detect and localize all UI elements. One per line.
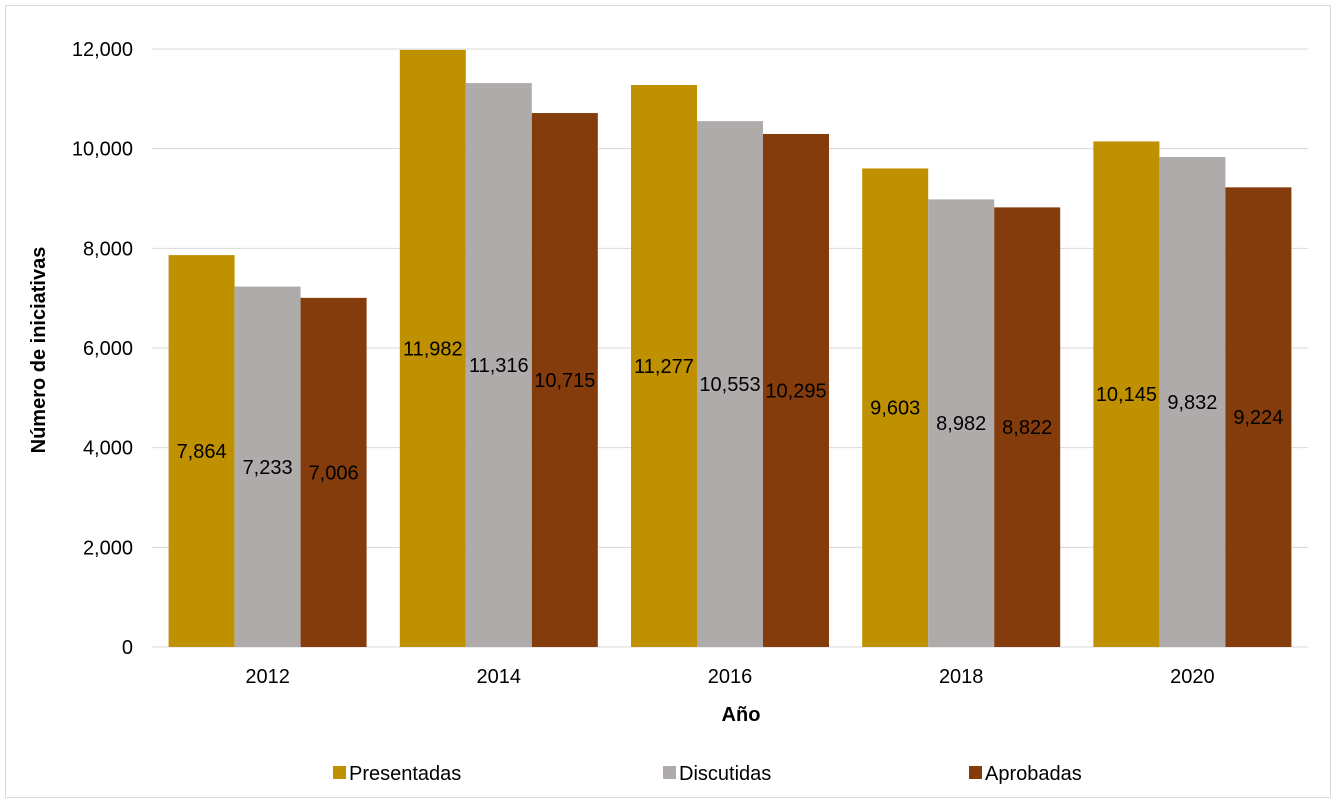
- data-label: 8,822: [1002, 417, 1052, 439]
- data-label: 10,553: [699, 374, 760, 396]
- y-axis-title: Número de iniciativas: [28, 247, 50, 454]
- y-tick-label: 10,000: [72, 139, 133, 161]
- data-label: 7,233: [243, 457, 293, 479]
- data-label: 11,277: [634, 356, 694, 378]
- x-tick-label: 2018: [939, 666, 984, 688]
- bar-presentadas-2016: [631, 85, 697, 648]
- x-tick-label: 2012: [245, 666, 290, 688]
- y-tick-label: 6,000: [83, 338, 133, 360]
- data-label: 7,006: [309, 462, 359, 484]
- bar-aprobadas-2018: [994, 207, 1061, 647]
- data-label: 10,295: [765, 380, 826, 402]
- data-label: 8,982: [936, 413, 986, 435]
- data-label: 9,832: [1167, 392, 1217, 414]
- data-label: 9,224: [1233, 407, 1283, 429]
- x-tick-label: 2016: [708, 666, 753, 688]
- legend-swatch-discutidas: [663, 766, 676, 779]
- bar-discutidas-2014: [465, 83, 532, 647]
- legend: Presentadas Discutidas Aprobadas: [333, 763, 1082, 785]
- data-label: 11,982: [403, 338, 463, 360]
- x-axis-tick-labels: 2012 2014 2016 2018 2020: [245, 666, 1214, 688]
- y-tick-label: 0: [122, 637, 133, 659]
- x-axis-title: Año: [722, 704, 761, 726]
- bar-discutidas-2018: [928, 199, 995, 647]
- bar-discutidas-2020: [1159, 157, 1226, 647]
- x-tick-label: 2020: [1170, 666, 1215, 688]
- bar-presentadas-2014: [399, 49, 466, 648]
- y-tick-label: 12,000: [72, 39, 133, 61]
- data-label: 10,145: [1096, 384, 1157, 406]
- bar-presentadas-2012: [168, 255, 235, 648]
- bar-presentadas-2018: [862, 168, 929, 647]
- bar-aprobadas-2014: [531, 113, 598, 648]
- bar-aprobadas-2020: [1225, 187, 1292, 647]
- bar-discutidas-2012: [234, 286, 301, 647]
- y-tick-label: 2,000: [83, 537, 133, 559]
- legend-swatch-presentadas: [333, 766, 346, 779]
- data-label: 9,603: [870, 398, 920, 420]
- x-tick-label: 2014: [477, 666, 522, 688]
- y-axis-tick-labels: 0 2,000 4,000 6,000 8,000 10,000 12,000: [72, 39, 133, 659]
- y-tick-label: 8,000: [83, 238, 133, 260]
- bars: [168, 49, 1292, 648]
- bar-presentadas-2020: [1093, 141, 1160, 647]
- bar-aprobadas-2016: [763, 133, 829, 648]
- legend-label-discutidas: Discutidas: [679, 763, 771, 785]
- legend-label-presentadas: Presentadas: [349, 763, 461, 785]
- data-label: 11,316: [469, 355, 529, 377]
- y-tick-label: 4,000: [83, 438, 133, 460]
- data-label: 7,864: [177, 441, 227, 463]
- legend-label-aprobadas: Aprobadas: [985, 763, 1082, 785]
- bar-discutidas-2016: [697, 121, 763, 648]
- legend-swatch-aprobadas: [969, 766, 982, 779]
- bar-aprobadas-2012: [300, 297, 367, 647]
- data-label: 10,715: [534, 370, 595, 392]
